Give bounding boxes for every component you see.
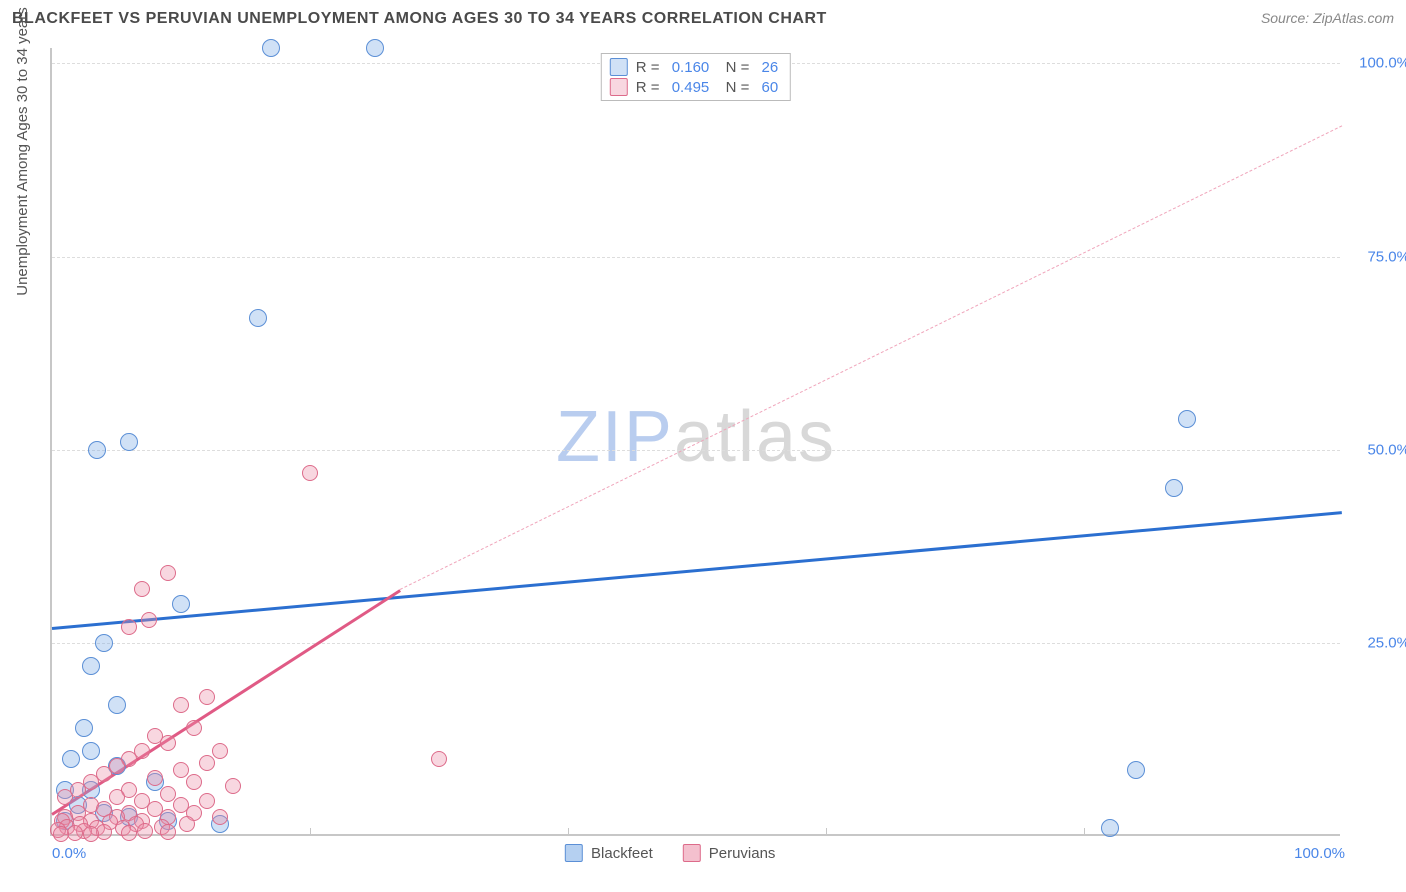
data-point [57,789,73,805]
y-axis-title: Unemployment Among Ages 30 to 34 years [14,7,31,296]
data-point [121,825,137,841]
data-point [82,657,100,675]
data-point [109,789,125,805]
data-point [186,720,202,736]
data-point [83,826,99,842]
legend-series-label: Blackfeet [591,845,653,862]
data-point [199,755,215,771]
legend-series-item: Blackfeet [565,844,653,862]
y-tick-label: 75.0% [1350,248,1406,265]
data-point [186,774,202,790]
data-point [95,634,113,652]
source-label: Source: ZipAtlas.com [1261,10,1394,26]
data-point [120,433,138,451]
legend-n-label: N = [717,79,753,96]
data-point [1178,410,1196,428]
legend-series: Blackfeet Peruvians [565,844,775,862]
data-point [134,581,150,597]
data-point [1165,479,1183,497]
data-point [82,742,100,760]
data-point [88,441,106,459]
x-minor-tick [1084,828,1085,836]
chart-title: BLACKFEET VS PERUVIAN UNEMPLOYMENT AMONG… [12,10,827,27]
data-point [302,465,318,481]
data-point [53,826,69,842]
legend-series-item: Peruvians [683,844,776,862]
data-point [173,697,189,713]
legend-stats: R = 0.160 N = 26R = 0.495 N = 60 [601,53,791,101]
data-point [179,816,195,832]
x-minor-tick [826,828,827,836]
legend-r-value: 0.160 [672,59,710,76]
legend-n-label: N = [717,59,753,76]
trend-line [400,125,1342,589]
data-point [212,743,228,759]
data-point [141,612,157,628]
legend-swatch [610,78,628,96]
data-point [1101,819,1119,837]
y-tick-label: 100.0% [1350,55,1406,72]
data-point [199,793,215,809]
legend-n-value: 60 [762,79,779,96]
legend-r-value: 0.495 [672,79,710,96]
legend-stats-row: R = 0.160 N = 26 [610,58,778,76]
data-point [172,595,190,613]
legend-series-label: Peruvians [709,845,776,862]
chart-header: BLACKFEET VS PERUVIAN UNEMPLOYMENT AMONG… [12,10,1394,40]
legend-n-value: 26 [762,59,779,76]
legend-swatch [565,844,583,862]
data-point [160,735,176,751]
data-point [160,565,176,581]
data-point [62,750,80,768]
data-point [249,309,267,327]
x-minor-tick [568,828,569,836]
legend-r-label: R = [636,59,664,76]
watermark: ZIPatlas [556,396,836,478]
data-point [147,770,163,786]
y-tick-label: 50.0% [1350,441,1406,458]
gridline-h [52,257,1340,258]
trend-line [52,512,1342,631]
watermark-atlas: atlas [674,397,836,477]
data-point [225,778,241,794]
legend-swatch [683,844,701,862]
x-minor-tick [310,828,311,836]
data-point [262,39,280,57]
gridline-h [52,643,1340,644]
data-point [366,39,384,57]
data-point [137,823,153,839]
legend-swatch [610,58,628,76]
data-point [212,809,228,825]
data-point [75,719,93,737]
watermark-zip: ZIP [556,397,674,477]
data-point [173,762,189,778]
gridline-h [52,450,1340,451]
data-point [160,824,176,840]
x-tick-label: 100.0% [1294,845,1345,862]
data-point [108,696,126,714]
y-tick-label: 25.0% [1350,634,1406,651]
data-point [431,751,447,767]
plot-area: ZIPatlas R = 0.160 N = 26R = 0.495 N = 6… [50,48,1340,836]
data-point [121,619,137,635]
legend-r-label: R = [636,79,664,96]
data-point [67,825,83,841]
legend-stats-row: R = 0.495 N = 60 [610,78,778,96]
data-point [1127,761,1145,779]
data-point [160,786,176,802]
data-point [199,689,215,705]
x-tick-label: 0.0% [52,845,86,862]
